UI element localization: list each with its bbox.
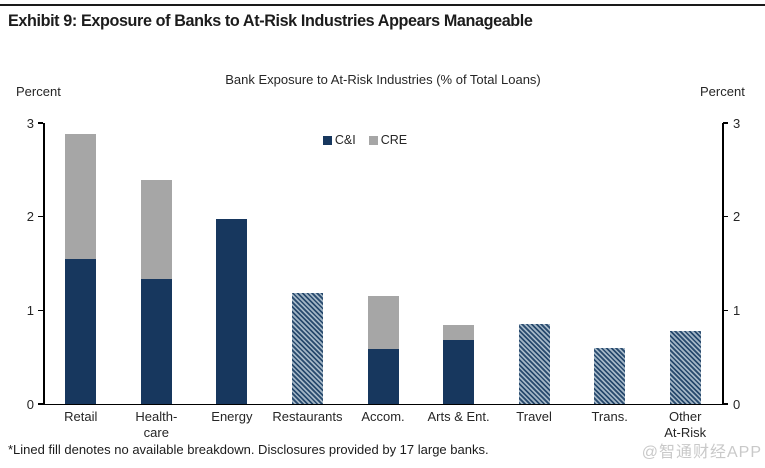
- y-axis-unit-right: Percent: [700, 84, 745, 99]
- plot-area: [43, 123, 723, 404]
- bar-segment-cre: [367, 296, 399, 349]
- x-axis-line: [43, 403, 724, 405]
- bar-segment-ci: [443, 340, 475, 404]
- y-axis-line-right: [722, 123, 724, 405]
- y-axis-line-left: [43, 123, 45, 405]
- y-tick-label-right: 2: [733, 209, 741, 225]
- bar-retail: [65, 134, 97, 404]
- y-tick-right: [722, 403, 728, 405]
- x-axis-label: Travel: [516, 409, 552, 424]
- x-axis-label: Restaurants: [272, 409, 343, 424]
- watermark: @智通财经APP: [641, 444, 762, 461]
- y-tick-label-left: 0: [26, 396, 34, 412]
- y-tick-left: [38, 309, 43, 312]
- y-tick-right: [722, 309, 728, 312]
- legend: C&I CRE: [25, 133, 705, 147]
- bar-segment-cre: [443, 325, 475, 341]
- legend-label: CRE: [380, 133, 408, 147]
- y-tick-left: [38, 403, 43, 405]
- x-axis-label: Health-care: [135, 409, 178, 440]
- bar-health-care: [140, 180, 172, 404]
- footnote: *Lined fill denotes no available breakdo…: [8, 442, 489, 457]
- bar-other-at-risk: [669, 330, 701, 404]
- bar-accom-: [367, 296, 399, 404]
- chart-title: Bank Exposure to At-Risk Industries (% o…: [225, 72, 541, 87]
- y-tick-label-left: 2: [26, 209, 34, 225]
- y-tick-label-left: 3: [26, 115, 34, 131]
- y-tick-right: [722, 122, 728, 124]
- legend-item-c-i: C&I: [322, 133, 356, 147]
- bar-segment-ci: [65, 258, 97, 404]
- bar-segment-ci: [216, 219, 248, 404]
- x-axis-label: Arts & Ent.: [427, 409, 490, 424]
- legend-item-cre: CRE: [368, 133, 408, 147]
- legend-label: C&I: [334, 133, 356, 147]
- legend-swatch: [322, 135, 332, 145]
- bar-lined-fill: [518, 324, 550, 404]
- x-axis-label: Retail: [64, 409, 98, 424]
- bar-restaurants: [291, 293, 323, 404]
- top-rule: [0, 4, 765, 6]
- bar-lined-fill: [594, 347, 626, 404]
- y-tick-label-left: 1: [26, 302, 34, 318]
- y-tick-label-right: 3: [733, 115, 741, 131]
- x-axis-label: Other At-Risk: [664, 409, 707, 440]
- bar-energy: [216, 219, 248, 404]
- y-tick-label-right: 1: [733, 302, 741, 318]
- legend-swatch: [368, 135, 378, 145]
- bar-segment-cre: [65, 134, 97, 259]
- bar-arts-ent-: [443, 325, 475, 404]
- x-labels: Retail Health-care Energy Restaurants Accom.…: [43, 409, 723, 443]
- y-tick-label-right: 0: [733, 396, 741, 412]
- bar-travel: [518, 324, 550, 404]
- y-tick-left: [38, 122, 43, 124]
- x-axis-label: Accom.: [361, 409, 405, 424]
- bar-trans-: [594, 347, 626, 404]
- y-tick-right: [722, 215, 728, 218]
- y-tick-left: [38, 215, 43, 218]
- bar-segment-ci: [367, 348, 399, 404]
- x-axis-label: Energy: [211, 409, 253, 424]
- bar-segment-ci: [140, 279, 172, 404]
- exhibit-title: Exhibit 9: Exposure of Banks to At-Risk …: [8, 11, 533, 30]
- bar-lined-fill: [291, 293, 323, 404]
- y-axis-unit-left: Percent: [16, 84, 61, 99]
- bar-lined-fill: [669, 330, 701, 404]
- x-axis-label: Trans.: [591, 409, 628, 424]
- bar-segment-cre: [140, 180, 172, 280]
